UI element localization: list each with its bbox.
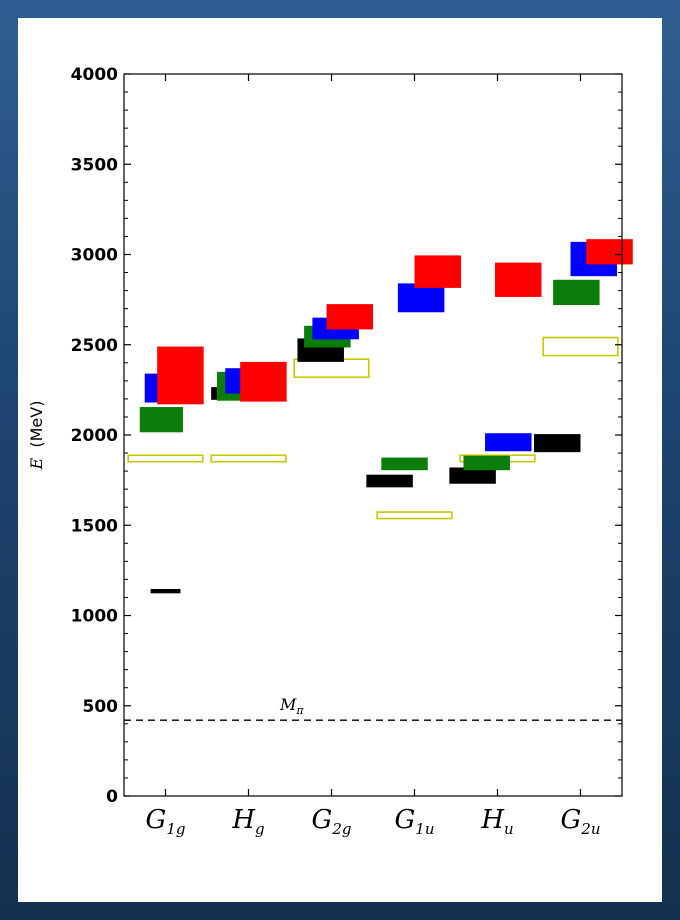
y-tick-label: 500	[83, 697, 119, 717]
level-green-cat0	[139, 407, 183, 433]
level-yellow-cat5	[542, 336, 619, 357]
level-red-cat0	[157, 346, 204, 405]
x-category-label: G2u	[561, 805, 601, 838]
y-axis-label-symbol: E	[27, 457, 46, 470]
level-yellow-cat1	[210, 454, 287, 463]
y-axis-label: E (MeV)	[27, 401, 46, 471]
level-red-cat3	[414, 255, 461, 288]
y-tick-label: 2000	[71, 426, 118, 446]
level-red-cat5	[586, 239, 633, 265]
levels-group	[127, 239, 633, 594]
y-axis-label-unit: (MeV)	[27, 401, 46, 448]
reference-line-group: Mπ	[124, 695, 622, 721]
level-blue-cat3	[397, 283, 445, 313]
x-category-label: Hg	[231, 805, 264, 838]
reference-line-label: Mπ	[279, 695, 304, 717]
level-red-cat2	[326, 304, 373, 330]
y-tick-label: 4000	[71, 65, 118, 85]
level-red-cat1	[240, 361, 287, 402]
y-tick-label: 1500	[71, 516, 118, 536]
energy-level-chart: Mπ 0 500 1000 1500 2000 2500 3000 3500 4000 G1g Hg…	[27, 65, 633, 838]
level-red-cat4	[495, 262, 542, 297]
y-tick-label: 1000	[71, 607, 118, 627]
level-black-cat4	[449, 467, 496, 484]
figure-panel: Mπ 0 500 1000 1500 2000 2500 3000 3500 4000 G1g Hg…	[18, 18, 662, 902]
x-category-label: G2g	[312, 805, 352, 838]
level-black-cat5	[534, 434, 581, 453]
y-tick-label: 3500	[71, 155, 118, 175]
level-black-cat3	[366, 474, 413, 488]
level-blue-cat4	[485, 433, 532, 452]
x-category-label: G1g	[146, 805, 186, 838]
axes-group: 0 500 1000 1500 2000 2500 3000 3500 4000 G1g Hg G2g…	[71, 65, 622, 838]
level-black-cat0	[150, 588, 181, 594]
level-green-cat4	[463, 455, 510, 471]
y-tick-label: 0	[106, 787, 118, 807]
level-yellow-cat3	[376, 511, 453, 520]
level-yellow-cat0	[127, 454, 204, 463]
y-tick-label: 2500	[71, 336, 118, 356]
y-tick-label: 3000	[71, 246, 118, 266]
level-green-cat3	[381, 457, 428, 471]
level-green-cat5	[553, 279, 600, 306]
x-category-label: G1u	[395, 805, 435, 838]
x-category-label: Hu	[480, 805, 513, 838]
